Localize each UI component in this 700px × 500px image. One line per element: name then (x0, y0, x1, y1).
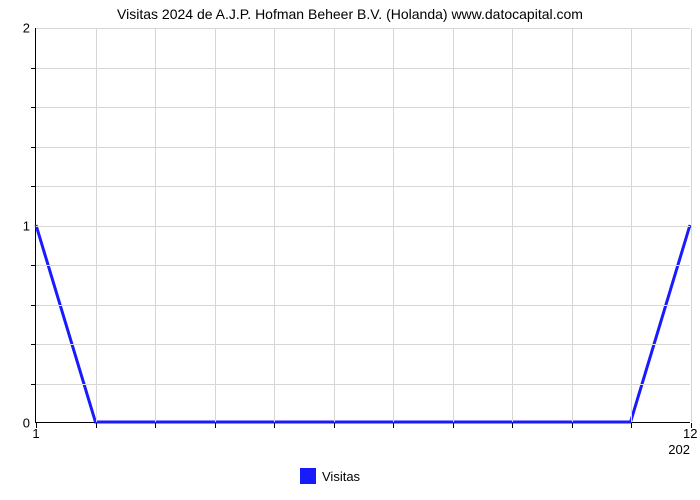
grid-horizontal (36, 28, 690, 29)
y-minor-tick (31, 147, 36, 148)
grid-vertical (691, 28, 692, 422)
chart-title: Visitas 2024 de A.J.P. Hofman Beheer B.V… (0, 6, 700, 22)
grid-horizontal-minor (36, 68, 690, 69)
grid-horizontal-minor (36, 186, 690, 187)
y-minor-tick (31, 384, 36, 385)
grid-horizontal (36, 226, 690, 227)
chart-container: Visitas 2024 de A.J.P. Hofman Beheer B.V… (0, 0, 700, 500)
grid-horizontal-minor (36, 344, 690, 345)
grid-horizontal-minor (36, 305, 690, 306)
x-tick (155, 423, 156, 428)
x-tick (512, 423, 513, 428)
y-tick-label: 1 (23, 218, 36, 233)
x-tick (631, 423, 632, 428)
y-minor-tick (31, 186, 36, 187)
plot-area: 112202012 (35, 28, 690, 423)
y-tick-label: 2 (23, 21, 36, 36)
x-tick (453, 423, 454, 428)
x-tick (393, 423, 394, 428)
legend: Visitas (300, 468, 360, 484)
grid-horizontal-minor (36, 147, 690, 148)
x-sub-label: 202 (668, 422, 690, 457)
y-minor-tick (31, 265, 36, 266)
y-tick-label: 0 (23, 416, 36, 431)
x-tick (572, 423, 573, 428)
grid-horizontal-minor (36, 384, 690, 385)
x-tick (215, 423, 216, 428)
x-tick (274, 423, 275, 428)
grid-horizontal-minor (36, 265, 690, 266)
x-tick (96, 423, 97, 428)
y-minor-tick (31, 68, 36, 69)
x-tick (334, 423, 335, 428)
grid-horizontal-minor (36, 107, 690, 108)
legend-swatch (300, 468, 316, 484)
y-minor-tick (31, 107, 36, 108)
y-minor-tick (31, 305, 36, 306)
legend-label: Visitas (322, 469, 360, 484)
y-minor-tick (31, 344, 36, 345)
